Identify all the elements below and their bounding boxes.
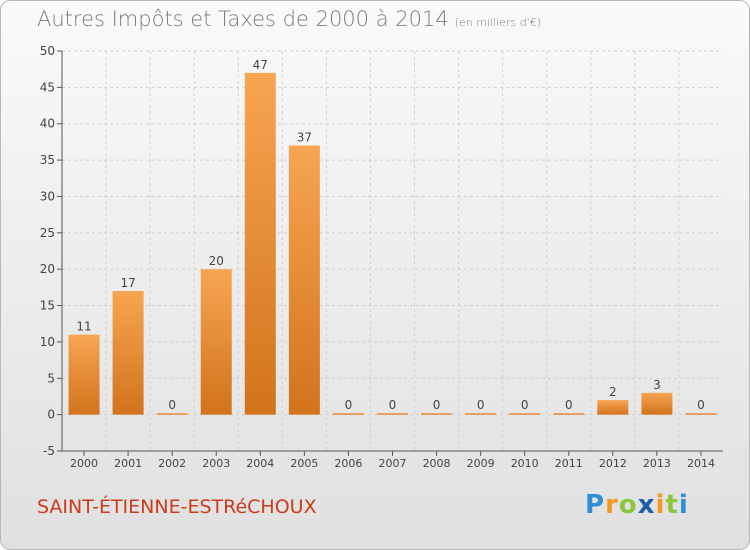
x-tick-label: 2010 <box>511 457 539 470</box>
chart-title-block: Autres Impôts et Taxes de 2000 à 2014 (en… <box>37 7 541 31</box>
y-tick-label: 40 <box>40 117 55 131</box>
x-tick-label: 2000 <box>70 457 98 470</box>
y-tick-label: 0 <box>47 408 55 422</box>
x-tick-label: 2006 <box>334 457 362 470</box>
y-tick-label: 20 <box>40 262 55 276</box>
data-label: 47 <box>253 58 268 72</box>
data-label: 0 <box>565 398 573 412</box>
data-label: 11 <box>76 320 91 334</box>
bar <box>597 400 629 415</box>
x-tick-label: 2008 <box>423 457 451 470</box>
grid-lines <box>62 50 723 452</box>
x-tick-label: 2013 <box>643 457 671 470</box>
x-tick-label: 2001 <box>114 457 142 470</box>
x-tick-label: 2002 <box>158 457 186 470</box>
data-label: 0 <box>389 398 397 412</box>
y-tick-label: 30 <box>40 189 55 203</box>
logo-letter: r <box>605 490 619 520</box>
y-tick-label: 25 <box>40 226 55 240</box>
bar <box>465 413 497 415</box>
y-tick-label: 15 <box>40 299 55 313</box>
logo-letter: x <box>637 490 656 520</box>
bar <box>553 413 585 415</box>
bar <box>288 145 320 415</box>
data-label: 20 <box>209 254 224 268</box>
commune-name: SAINT-ÉTIENNE-ESTRéCHOUX <box>37 496 317 518</box>
x-tick-label: 2009 <box>467 457 495 470</box>
data-label: 0 <box>433 398 441 412</box>
data-label: 37 <box>297 131 312 145</box>
x-tick-label: 2012 <box>599 457 627 470</box>
x-tick-label: 2004 <box>246 457 274 470</box>
logo-letter: o <box>618 490 638 520</box>
y-tick-label: 35 <box>40 153 55 167</box>
proxiti-logo[interactable]: Proxiti <box>585 490 689 520</box>
bar <box>377 413 408 415</box>
y-tick-label: 10 <box>40 335 55 349</box>
data-label: 17 <box>120 276 135 290</box>
bar <box>421 413 453 415</box>
bar <box>641 392 673 415</box>
bar <box>68 334 100 415</box>
x-tick-label: 2014 <box>687 457 715 470</box>
axes <box>57 50 723 456</box>
chart-title: Autres Impôts et Taxes de 2000 à 2014 <box>37 7 449 31</box>
x-tick-label: 2005 <box>290 457 318 470</box>
logo-letter: i <box>655 490 666 520</box>
bars <box>68 72 717 415</box>
x-tick-label: 2003 <box>202 457 230 470</box>
logo-letter: t <box>665 490 679 520</box>
data-label: 0 <box>345 398 353 412</box>
data-label: 0 <box>521 398 529 412</box>
bar <box>685 413 717 415</box>
y-tick-label: 45 <box>40 80 55 94</box>
logo-letter: P <box>585 490 606 520</box>
data-label: 2 <box>609 385 617 399</box>
y-tick-label: -5 <box>43 444 55 458</box>
bar <box>244 72 276 415</box>
logo-letter: i <box>678 490 689 520</box>
x-tick-label: 2007 <box>379 457 407 470</box>
data-label: 0 <box>168 398 176 412</box>
x-tick-label: 2011 <box>555 457 583 470</box>
y-tick-label: 50 <box>40 44 55 58</box>
data-label: 0 <box>697 398 705 412</box>
bar <box>200 269 232 415</box>
bar <box>509 413 541 415</box>
chart-subtitle: (en milliers d'€) <box>454 16 541 29</box>
bar <box>112 291 144 415</box>
bar <box>332 413 364 415</box>
data-label: 3 <box>653 378 661 392</box>
y-tick-label: 5 <box>47 371 55 385</box>
bar <box>156 413 188 415</box>
data-label: 0 <box>477 398 485 412</box>
tick-labels: -505101520253035404550112000172001020022… <box>40 44 715 470</box>
